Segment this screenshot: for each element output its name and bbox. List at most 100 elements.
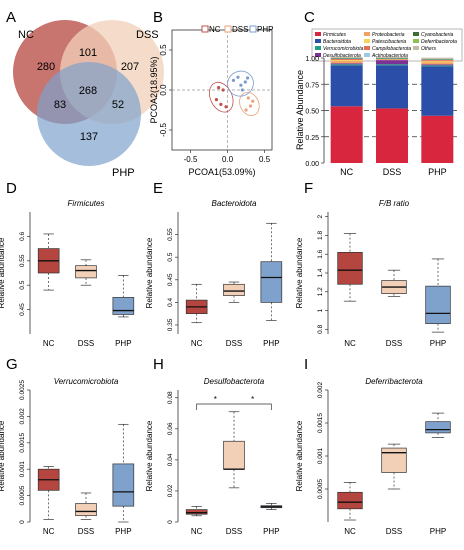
pcoa-xtick-label: -0.5 xyxy=(184,155,198,164)
stacked-legend-label: Firmicutes xyxy=(323,32,347,38)
boxplot-ytick-label: 0.6 xyxy=(19,232,26,241)
stacked-bar-segment xyxy=(376,58,408,59)
venn-count-nc-dss: 101 xyxy=(79,47,97,59)
boxplot-xtick-label: DSS xyxy=(386,527,402,536)
pcoa-point-dss xyxy=(251,99,255,103)
boxplot-ytick-label: 0.0025 xyxy=(19,380,26,400)
stacked-legend-swatch xyxy=(315,46,321,50)
boxplot-box xyxy=(260,261,283,303)
boxplot-xtick-label: PHP xyxy=(263,339,279,348)
boxplot-box xyxy=(185,509,208,515)
stacked-bar-segment xyxy=(376,58,408,60)
stacked-xtick-label: DSS xyxy=(383,167,402,177)
boxplot-ylabel: Relative abundance xyxy=(295,237,304,308)
boxplot-ytick-label: 0.02 xyxy=(167,484,174,497)
boxplot-xtick-label: NC xyxy=(344,527,356,536)
legend-label-php: PHP xyxy=(257,25,273,34)
boxplot-ytick-label: 1.2 xyxy=(317,287,324,296)
boxplot-ytick-label: 0.002 xyxy=(317,381,324,398)
venn-count-nc-php: 83 xyxy=(54,99,66,111)
significance-bracket-right xyxy=(234,403,272,410)
stacked-bar-segment xyxy=(330,60,363,62)
stacked-bar-segment xyxy=(330,63,363,65)
boxplot-box xyxy=(223,440,245,470)
boxplot-deferribacterota: Deferribacterota Relative abundance 0.0005… xyxy=(295,377,451,536)
stacked-bar-segment xyxy=(330,58,363,60)
panel-letter-e: E xyxy=(153,180,163,197)
panel-letter-c: C xyxy=(304,9,315,26)
boxplot-box xyxy=(223,283,245,296)
stacked-bar-segment xyxy=(421,66,454,116)
pcoa-point-dss xyxy=(244,108,248,112)
panel-letter-b: B xyxy=(153,9,163,26)
boxplot-xtick-label: PHP xyxy=(430,339,446,348)
panel-letter-d: D xyxy=(6,180,17,197)
stacked-legend-swatch xyxy=(413,39,419,43)
stacked-legend-label: Campilobacterota xyxy=(372,46,411,52)
boxplot-ytick-label: 1.8 xyxy=(317,231,324,240)
boxplot-ylabel: Relative abundance xyxy=(0,237,6,308)
stacked-bar-segment xyxy=(376,60,408,65)
stacked-legend-swatch xyxy=(315,32,321,36)
boxplot-xtick-label: DSS xyxy=(226,527,242,536)
boxplot-verrucomicrobiota: Verrucomicrobiota Relative abundance 0 0.00… xyxy=(0,377,135,536)
stacked-bar-segment xyxy=(376,59,408,61)
panel-letter-a: A xyxy=(6,9,16,26)
stacked-legend-swatch xyxy=(315,53,321,57)
pcoa-legend: NC DSS PHP xyxy=(201,25,273,34)
venn-set-label-php: PHP xyxy=(112,167,135,179)
boxplot-ytick-label: 0.35 xyxy=(167,318,174,331)
boxplot-ytick-label: 0.0015 xyxy=(19,432,26,452)
stacked-bar-segment xyxy=(421,57,454,59)
boxplot-xtick-label: PHP xyxy=(263,527,279,536)
stacked-legend-label: Others xyxy=(421,46,437,52)
boxplot-title: Bacteroidota xyxy=(212,199,257,208)
pcoa-xtick-label: 0.5 xyxy=(259,155,271,164)
venn-diagram: NC DSS PHP 280 207 101 268 83 52 137 xyxy=(13,20,164,179)
boxplot-xtick-label: PHP xyxy=(430,527,446,536)
stacked-legend-swatch xyxy=(364,53,370,57)
stacked-ytick-label: 0.00 xyxy=(305,161,319,168)
stacked-bar-segment xyxy=(330,59,363,61)
pcoa-ellipse-dss xyxy=(239,92,260,116)
stacked-bar-segment xyxy=(330,64,363,66)
pcoa-point-nc xyxy=(217,86,221,90)
boxplot-ytick-label: 0.55 xyxy=(167,228,174,241)
boxplot-ytick-label: 0.04 xyxy=(167,453,174,466)
boxplot-xtick-label: PHP xyxy=(115,339,131,348)
boxplot-ytick-label: 0.45 xyxy=(167,273,174,286)
boxplot-title: Verrucomicrobiota xyxy=(54,377,119,386)
boxplot-xtick-label: DSS xyxy=(386,339,402,348)
boxplot-xtick-label: DSS xyxy=(78,527,94,536)
stacked-bar-segment xyxy=(330,61,363,64)
significance-star: * xyxy=(251,395,254,404)
boxplot-ytick-label: 0.001 xyxy=(317,447,324,464)
boxplot-xtick-label: NC xyxy=(191,527,203,536)
stacked-legend-label: Cyanobacteria xyxy=(421,32,453,38)
stacked-bar-segment xyxy=(421,61,454,63)
venn-count-dss-php: 52 xyxy=(112,99,124,111)
panel-letter-f: F xyxy=(304,180,313,197)
stacked-legend-label: Desulfobacterota xyxy=(323,53,361,59)
legend-swatch-dss xyxy=(224,25,232,33)
pcoa-ytick-label: 0.5 xyxy=(159,44,168,56)
boxplot-ytick-label: 1.4 xyxy=(317,268,324,277)
boxplot-box xyxy=(381,447,407,473)
stacked-legend-label: Actinobacteriota xyxy=(371,53,408,59)
stacked-xtick-label: PHP xyxy=(428,167,447,177)
panel-letter-g: G xyxy=(6,356,18,373)
boxplot-box xyxy=(75,265,97,279)
stacked-ytick-label: 1.00 xyxy=(305,56,319,63)
boxplot-ytick-label: 0.002 xyxy=(19,408,26,425)
stacked-legend-swatch xyxy=(315,39,321,43)
pcoa-point-php xyxy=(231,78,236,82)
boxplot-title: Deferribacterota xyxy=(365,377,423,386)
significance-star: * xyxy=(214,395,217,404)
boxplot-box xyxy=(75,503,97,517)
stacked-bar-segment xyxy=(376,56,408,58)
boxplot-ytick-label: 0.5 xyxy=(167,252,174,261)
boxplot-xtick-label: DSS xyxy=(78,339,94,348)
boxplot-box xyxy=(337,252,363,285)
boxplot-ytick-label: 0.06 xyxy=(167,422,174,435)
boxplot-xtick-label: NC xyxy=(191,339,203,348)
